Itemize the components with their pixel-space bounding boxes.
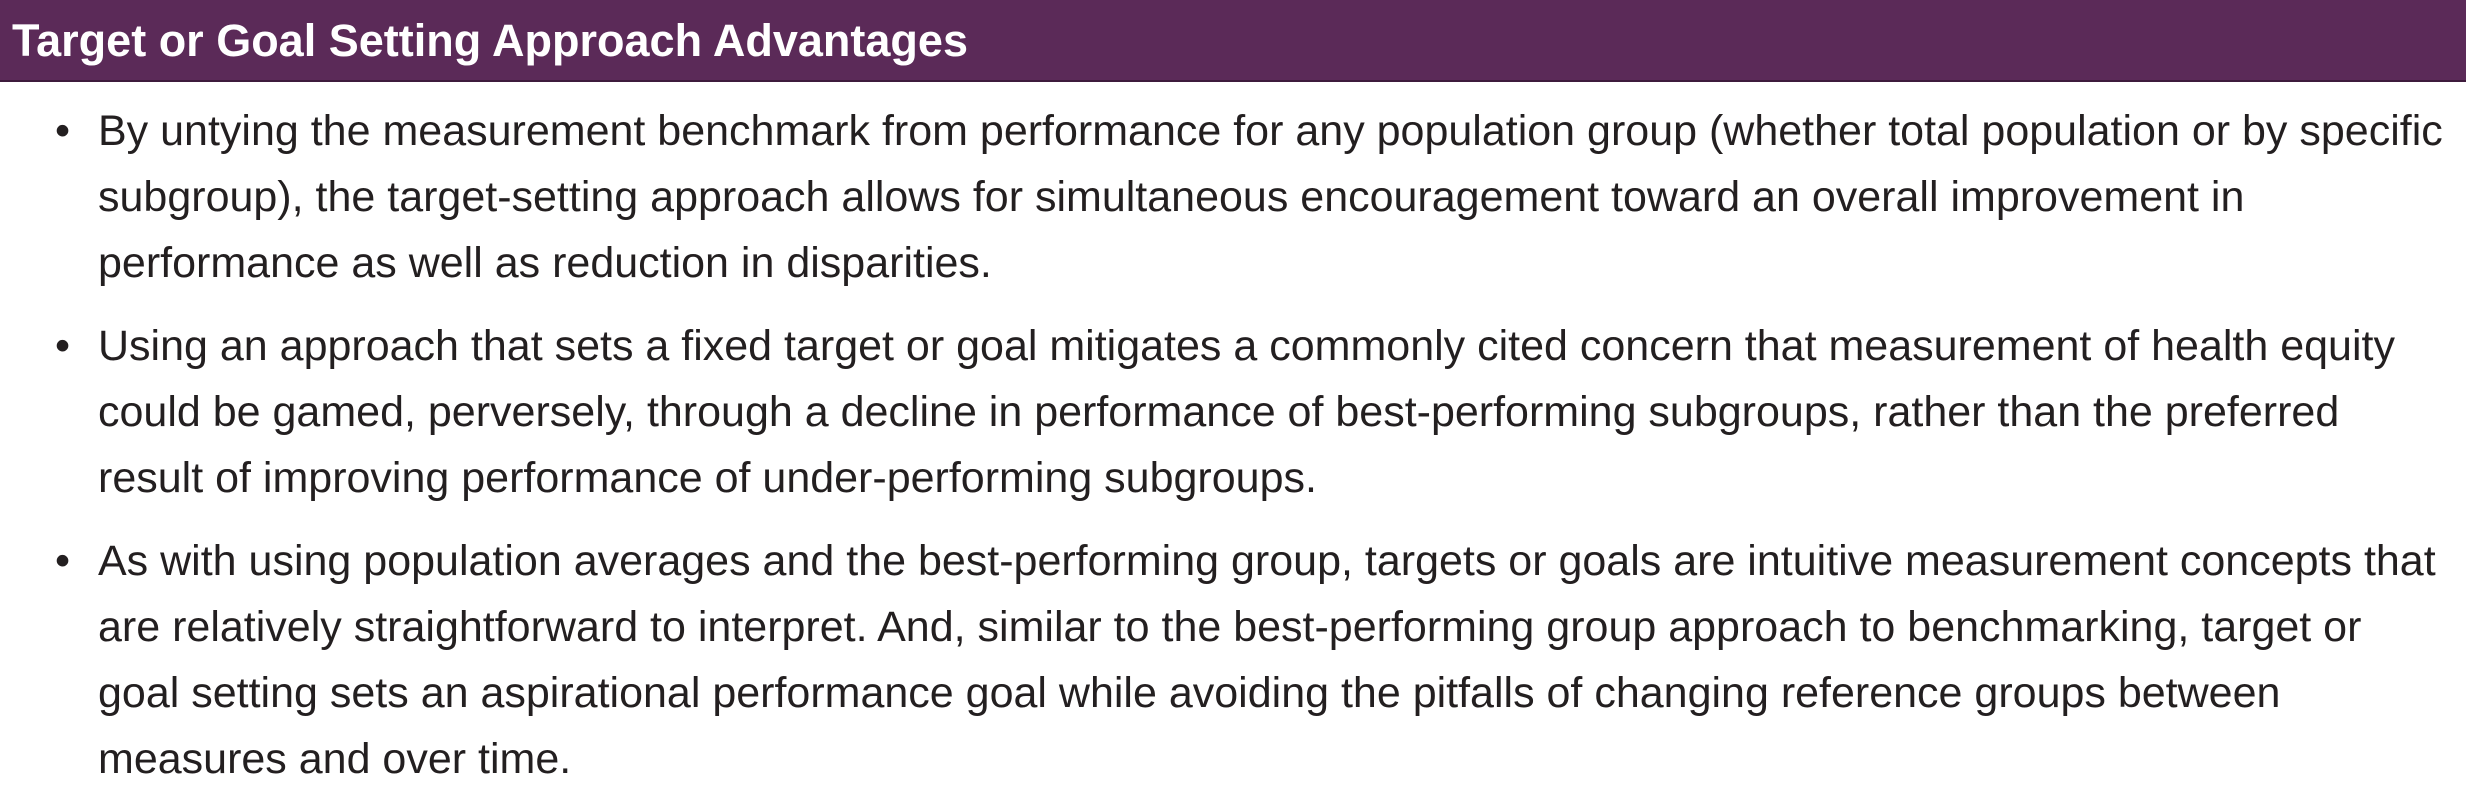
section-title: Target or Goal Setting Approach Advantag…	[12, 15, 968, 66]
bullet-icon: •	[55, 322, 71, 370]
bullet-icon: •	[55, 537, 71, 585]
advantages-list: • By untying the measurement benchmark f…	[0, 98, 2466, 809]
list-item: • Using an approach that sets a fixed ta…	[0, 313, 2466, 511]
list-item-text: As with using population averages and th…	[98, 537, 2436, 783]
bullet-icon: •	[55, 107, 71, 155]
section-header-bar: Target or Goal Setting Approach Advantag…	[0, 0, 2466, 82]
list-item: • As with using population averages and …	[0, 528, 2466, 792]
list-item-text: Using an approach that sets a fixed targ…	[98, 322, 2395, 502]
list-item: • By untying the measurement benchmark f…	[0, 98, 2466, 296]
list-item-text: By untying the measurement benchmark fro…	[98, 107, 2443, 287]
